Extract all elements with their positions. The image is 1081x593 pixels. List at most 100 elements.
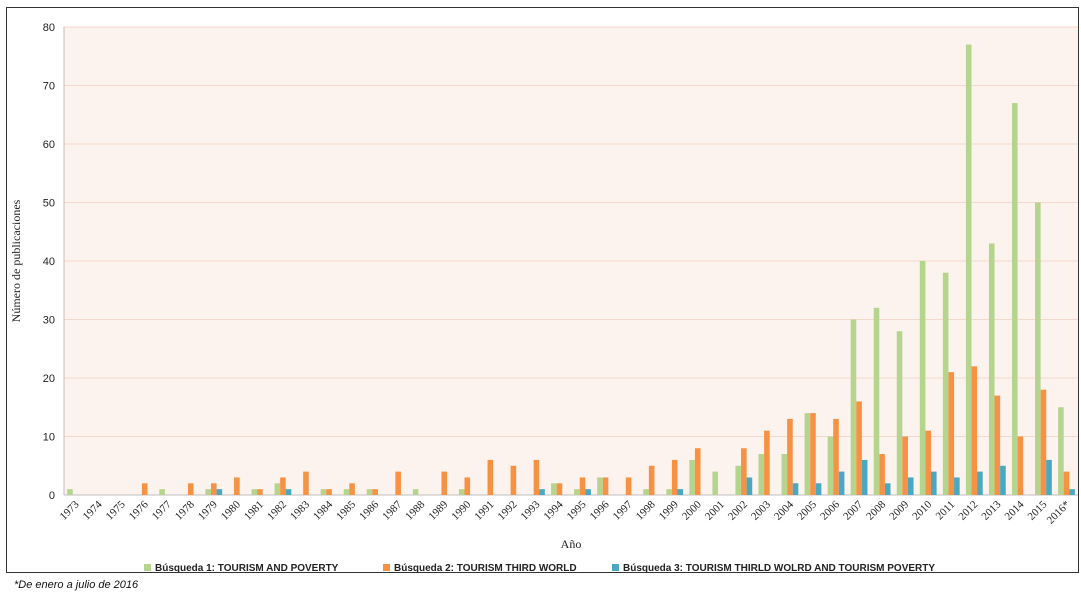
bar-s2-1980 — [234, 477, 240, 495]
x-tick-label: 1989 — [426, 498, 450, 522]
chart-frame: 0 10 20 30 40 50 60 70 80 1973 1974 1975 1976 1977 197… — [6, 7, 1079, 573]
bar-s1-2009 — [896, 331, 903, 495]
x-tick-label: 1997 — [611, 498, 635, 522]
bar-s2-1982 — [280, 477, 286, 495]
bar-s3-2002 — [746, 477, 753, 495]
bar-s3-1995 — [585, 489, 591, 495]
legend-label-1: Búsqueda 1: TOURISM AND POVERTY — [155, 563, 339, 572]
x-tick-label: 1982 — [265, 499, 289, 523]
x-tick-label: 2000 — [680, 498, 704, 522]
bar-s2-1991 — [487, 459, 494, 495]
bar-s2-2015 — [1040, 389, 1047, 495]
bar-s1-2011 — [942, 272, 949, 495]
bar-s2-1990 — [464, 477, 471, 495]
bar-s2-1998 — [648, 465, 655, 495]
bar-s3-2006 — [838, 471, 845, 495]
x-tick-label: 2014 — [1002, 498, 1026, 522]
bar-s2-2004 — [787, 418, 793, 495]
y-tick-label: 40 — [43, 256, 55, 268]
bar-s2-1984 — [326, 489, 332, 495]
bar-s3-2008 — [884, 483, 891, 495]
bar-s2-2010 — [925, 430, 931, 495]
bar-s2-1999 — [671, 459, 678, 495]
bar-s2-1993 — [533, 459, 540, 495]
y-tick-label: 50 — [43, 198, 55, 210]
x-tick-label: 1991 — [472, 499, 496, 523]
legend-swatch-2 — [383, 564, 390, 571]
bar-s3-2010 — [931, 471, 937, 495]
bar-s1-1986 — [366, 489, 373, 495]
y-axis-title: Número de publicaciones — [9, 199, 23, 322]
x-axis-title: Año — [561, 537, 582, 551]
x-tick-label: 1993 — [519, 498, 543, 522]
x-tick-label: 1980 — [219, 498, 243, 522]
bar-s1-2012 — [965, 44, 972, 496]
x-tick-label: 2013 — [979, 498, 1003, 522]
bar-s2-1979 — [211, 483, 217, 495]
y-tick-label: 60 — [43, 139, 55, 151]
bar-s1-2008 — [873, 307, 880, 495]
legend-swatch-3 — [612, 564, 619, 571]
bar-s2-2008 — [879, 454, 885, 495]
bar-s1-1973 — [67, 489, 73, 495]
x-tick-label: 2004 — [772, 498, 796, 522]
x-tick-label: 1992 — [495, 499, 519, 523]
bar-s2-1996 — [602, 477, 609, 495]
bar-s3-2013 — [1000, 465, 1006, 495]
bar-s2-2002 — [741, 448, 747, 495]
y-tick-label: 10 — [43, 432, 55, 444]
bar-s1-2004 — [781, 454, 788, 495]
footnote: *De enero a julio de 2016 — [14, 579, 139, 591]
x-tick-label: 1981 — [242, 499, 266, 523]
bar-s3-2007 — [861, 459, 868, 495]
legend-label-2: Búsqueda 2: TOURISM THIRD WORLD — [394, 563, 577, 572]
x-tick-label: 1978 — [173, 498, 197, 522]
bar-s2-1992 — [510, 465, 517, 495]
bar-s2-2016* — [1063, 471, 1070, 495]
x-tick-label: 2010 — [910, 498, 934, 522]
bar-s3-2011 — [954, 477, 960, 495]
x-tick-label: 1990 — [449, 498, 473, 522]
bar-s2-2005 — [810, 413, 816, 495]
x-tick-label: 1975 — [104, 498, 128, 522]
bar-s1-1996 — [597, 477, 603, 495]
bar-s1-1981 — [251, 489, 258, 495]
x-tick-label: 1983 — [288, 498, 312, 522]
bar-s3-1979 — [216, 489, 223, 495]
bar-s3-1999 — [677, 489, 684, 495]
y-tick-label: 80 — [43, 22, 55, 34]
bar-s2-2009 — [902, 436, 908, 495]
bar-s3-2009 — [907, 477, 914, 495]
bar-s1-2014 — [1011, 103, 1018, 496]
y-tick-label: 0 — [49, 490, 55, 502]
x-tick-label: 2003 — [749, 498, 773, 522]
bar-s1-2016* — [1058, 407, 1064, 495]
bar-s3-2016* — [1069, 489, 1075, 495]
bar-s1-2006 — [827, 436, 834, 495]
x-tick-label: 2016* — [1045, 499, 1073, 527]
bar-s3-2012 — [977, 471, 983, 495]
bar-s3-2005 — [815, 483, 822, 495]
bar-s1-1982 — [274, 483, 281, 495]
x-tick-label: 2011 — [934, 499, 958, 523]
x-tick-label: 2009 — [887, 498, 911, 522]
bar-s1-1988 — [412, 489, 419, 495]
bar-s2-1981 — [257, 489, 263, 495]
bar-s2-2006 — [833, 418, 839, 495]
x-tick-label: 1977 — [150, 498, 174, 522]
bar-s2-2014 — [1017, 436, 1024, 495]
bar-s2-2013 — [994, 395, 1001, 495]
x-tick-label: 1973 — [58, 498, 82, 522]
x-tick-label: 2002 — [726, 499, 750, 523]
bar-s2-1983 — [303, 471, 309, 495]
bar-s1-1994 — [551, 483, 557, 495]
bar-s1-2015 — [1035, 202, 1041, 495]
y-tick-label: 30 — [43, 315, 55, 327]
bar-s2-2012 — [971, 366, 978, 495]
bar-s1-1977 — [159, 489, 165, 495]
bar-s2-1985 — [349, 483, 355, 495]
x-tick-label: 2012 — [956, 499, 980, 523]
bar-s3-1993 — [539, 489, 545, 495]
bar-s2-1989 — [441, 471, 448, 495]
x-tick-label: 2007 — [841, 498, 865, 522]
